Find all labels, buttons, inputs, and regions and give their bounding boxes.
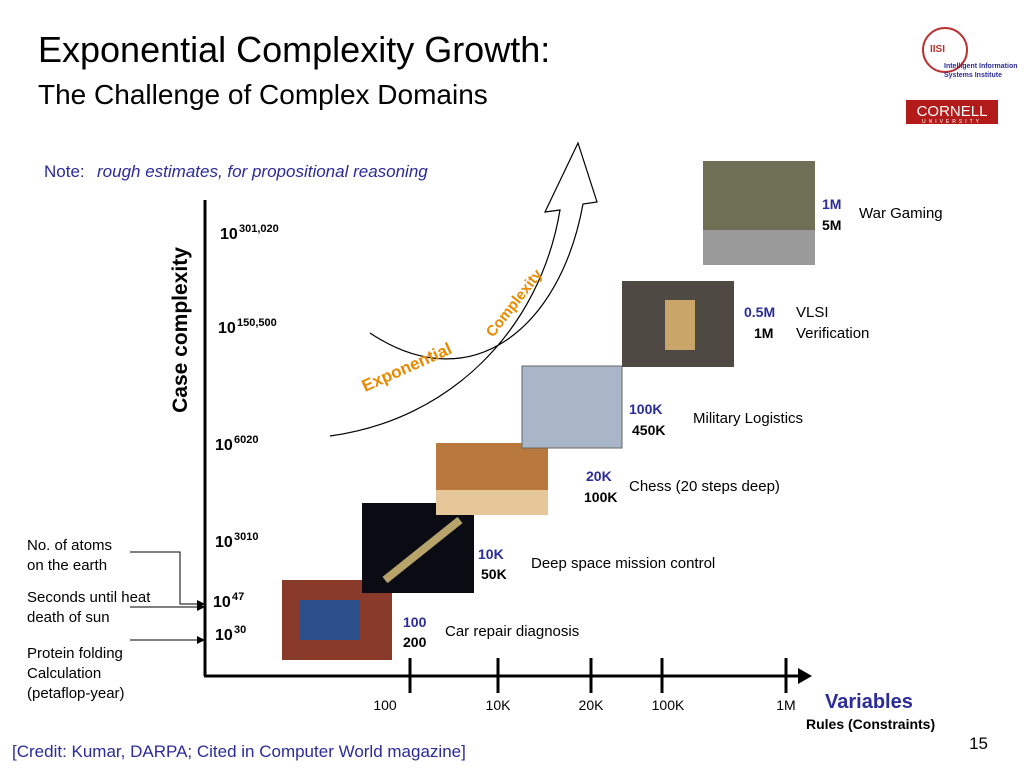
logo-text: Intelligent Information xyxy=(944,63,1018,70)
level-exponent: 47 xyxy=(232,591,244,603)
pointer-line xyxy=(130,551,198,605)
level-base: 10 xyxy=(215,534,233,551)
left-note: on the earth xyxy=(27,557,107,574)
domain-name: Chess (20 steps deep) xyxy=(629,478,780,495)
domain-rules: 100K xyxy=(584,489,617,505)
left-note: Calculation xyxy=(27,665,101,682)
domain-variables: 100 xyxy=(403,614,427,630)
level-base: 10 xyxy=(213,594,231,611)
domain-name: Military Logistics xyxy=(693,410,803,427)
credit: [Credit: Kumar, DARPA; Cited in Computer… xyxy=(12,742,466,761)
title: Exponential Complexity Growth: xyxy=(38,29,550,70)
photo-detail xyxy=(382,516,463,584)
domain-variables: 20K xyxy=(586,468,612,484)
x-tick-label: 1M xyxy=(776,697,795,713)
x-tick-label: 10K xyxy=(486,697,512,713)
logo-text: Systems Institute xyxy=(944,72,1002,79)
domain-rules: 200 xyxy=(403,634,427,650)
pointer-arrowhead xyxy=(197,636,205,644)
domain-name: War Gaming xyxy=(859,205,943,222)
left-note: death of sun xyxy=(27,609,110,626)
level-base: 10 xyxy=(218,320,236,337)
level-exponent: 6020 xyxy=(234,434,258,446)
exponential-arrow xyxy=(329,141,598,437)
domain-rules: 1M xyxy=(754,325,773,341)
photo-space xyxy=(362,503,474,593)
photo-detail xyxy=(436,490,548,515)
pointer-arrowhead xyxy=(197,603,205,611)
level-base: 10 xyxy=(215,627,233,644)
photo-logistics xyxy=(521,365,623,449)
level-base: 10 xyxy=(220,226,238,243)
level-exponent: 30 xyxy=(234,624,246,636)
note-label: Note: xyxy=(44,162,85,181)
level-exponent: 301,020 xyxy=(239,223,279,235)
page-number: 15 xyxy=(969,734,988,753)
domain-rules: 50K xyxy=(481,566,507,582)
y-axis-label: Case complexity xyxy=(169,247,192,413)
left-note: Protein folding xyxy=(27,645,123,662)
subtitle: The Challenge of Complex Domains xyxy=(38,79,488,110)
x-axis-label: Variables xyxy=(825,691,913,713)
x-tick-label: 100K xyxy=(652,697,685,713)
domain-rules: 450K xyxy=(632,422,665,438)
cornell-text: CORNELL xyxy=(917,103,988,120)
domain-variables: 0.5M xyxy=(744,304,775,320)
level-exponent: 3010 xyxy=(234,531,258,543)
cornell-logo xyxy=(906,100,998,124)
left-note: No. of atoms xyxy=(27,537,112,554)
domain-variables: 10K xyxy=(478,546,504,562)
left-note: Seconds until heat xyxy=(27,589,151,606)
domain-name: Verification xyxy=(796,325,869,342)
photo-detail xyxy=(665,300,695,350)
photos xyxy=(282,161,815,660)
x-axis-arrowhead xyxy=(798,668,812,684)
note-text: rough estimates, for propositional reaso… xyxy=(97,162,428,181)
left-note: (petaflop-year) xyxy=(27,685,125,702)
x-tick-label: 100 xyxy=(373,697,397,713)
domain-rules: 5M xyxy=(822,217,841,233)
level-base: 10 xyxy=(215,437,233,454)
photo-detail xyxy=(300,600,360,640)
domain-name: Car repair diagnosis xyxy=(445,623,579,640)
domain-name: Deep space mission control xyxy=(531,555,715,572)
x-axis-sublabel: Rules (Constraints) xyxy=(806,716,935,732)
university-text: UNIVERSITY xyxy=(922,119,982,125)
level-exponent: 150,500 xyxy=(237,317,277,329)
logo-mark: IISI xyxy=(930,44,945,55)
photo-detail xyxy=(703,230,815,265)
logo-globe xyxy=(922,27,968,73)
domain-variables: 1M xyxy=(822,196,841,212)
domain-variables: 100K xyxy=(629,401,662,417)
x-tick-label: 20K xyxy=(579,697,605,713)
domain-name: VLSI xyxy=(796,304,829,321)
